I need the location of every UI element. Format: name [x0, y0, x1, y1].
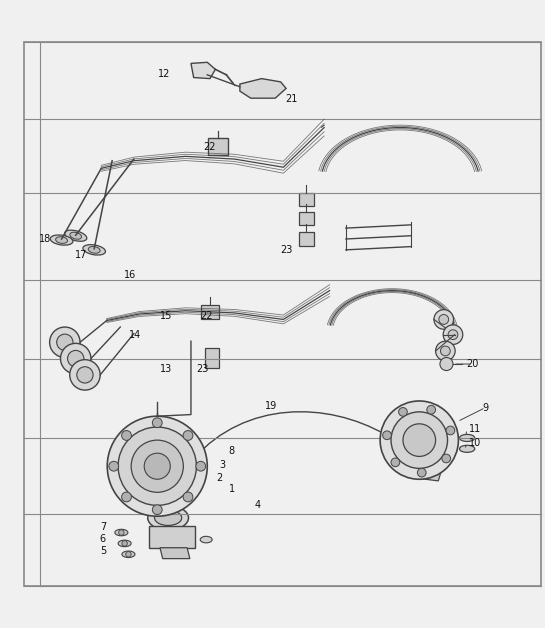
- Text: 3: 3: [220, 460, 226, 470]
- Circle shape: [144, 453, 170, 479]
- Polygon shape: [408, 468, 441, 481]
- Circle shape: [60, 344, 91, 374]
- Circle shape: [126, 551, 131, 557]
- Circle shape: [153, 418, 162, 428]
- Text: 14: 14: [129, 330, 142, 340]
- Circle shape: [398, 408, 407, 416]
- Text: 22: 22: [200, 311, 213, 321]
- Circle shape: [383, 431, 391, 440]
- Circle shape: [446, 426, 455, 435]
- Circle shape: [107, 416, 207, 516]
- Ellipse shape: [200, 536, 212, 543]
- Circle shape: [435, 341, 455, 360]
- Text: 22: 22: [204, 141, 216, 151]
- Text: 4: 4: [254, 501, 261, 511]
- Text: 2: 2: [216, 473, 222, 483]
- Ellipse shape: [70, 232, 82, 239]
- Circle shape: [122, 541, 128, 546]
- Circle shape: [183, 431, 193, 440]
- Circle shape: [440, 346, 450, 356]
- Circle shape: [122, 431, 131, 440]
- Circle shape: [118, 427, 196, 506]
- Text: 12: 12: [158, 68, 170, 78]
- Ellipse shape: [50, 235, 73, 245]
- Circle shape: [50, 327, 80, 357]
- Circle shape: [439, 315, 449, 324]
- Text: 11: 11: [469, 425, 481, 434]
- Text: 20: 20: [467, 359, 479, 369]
- Ellipse shape: [459, 435, 475, 441]
- Ellipse shape: [118, 540, 131, 546]
- Text: 6: 6: [100, 534, 106, 544]
- Circle shape: [122, 492, 131, 502]
- Ellipse shape: [122, 551, 135, 558]
- Text: 16: 16: [124, 270, 136, 280]
- Text: 23: 23: [280, 245, 292, 255]
- Text: 18: 18: [39, 234, 51, 244]
- Circle shape: [448, 330, 458, 340]
- Circle shape: [403, 424, 435, 457]
- Text: 15: 15: [160, 311, 173, 321]
- Text: 13: 13: [160, 364, 173, 374]
- Polygon shape: [191, 62, 215, 78]
- Text: 1: 1: [229, 484, 235, 494]
- Text: 7: 7: [100, 522, 106, 532]
- Bar: [149, 526, 195, 548]
- Circle shape: [77, 367, 93, 383]
- Circle shape: [183, 492, 193, 502]
- Bar: [204, 348, 219, 369]
- Polygon shape: [240, 78, 286, 98]
- Ellipse shape: [65, 230, 87, 241]
- Text: 17: 17: [75, 251, 87, 260]
- Circle shape: [391, 458, 399, 467]
- Text: 21: 21: [286, 94, 298, 104]
- Circle shape: [443, 325, 463, 344]
- Bar: [201, 305, 219, 319]
- Circle shape: [153, 505, 162, 514]
- Ellipse shape: [148, 506, 189, 530]
- Bar: [299, 232, 314, 246]
- Polygon shape: [144, 424, 187, 440]
- Ellipse shape: [459, 445, 475, 452]
- Ellipse shape: [88, 246, 100, 253]
- Circle shape: [131, 440, 183, 492]
- Circle shape: [57, 334, 73, 350]
- Circle shape: [417, 468, 426, 477]
- Text: 9: 9: [482, 403, 489, 413]
- Circle shape: [109, 462, 119, 471]
- Circle shape: [427, 406, 435, 414]
- Bar: [299, 212, 314, 225]
- Text: 19: 19: [265, 401, 277, 411]
- Text: 23: 23: [197, 364, 209, 374]
- Text: 5: 5: [100, 546, 106, 556]
- Circle shape: [68, 350, 84, 367]
- Ellipse shape: [155, 510, 181, 526]
- Circle shape: [70, 360, 100, 390]
- Circle shape: [196, 462, 205, 471]
- Circle shape: [440, 357, 453, 371]
- Bar: [208, 138, 228, 154]
- Circle shape: [442, 454, 451, 463]
- Circle shape: [391, 412, 447, 468]
- Text: 10: 10: [469, 438, 481, 448]
- Circle shape: [380, 401, 458, 479]
- Bar: [299, 193, 314, 207]
- Polygon shape: [160, 548, 190, 559]
- Text: 8: 8: [229, 446, 235, 456]
- Circle shape: [119, 530, 124, 535]
- Circle shape: [434, 310, 453, 329]
- Ellipse shape: [56, 237, 68, 244]
- Ellipse shape: [115, 529, 128, 536]
- Ellipse shape: [83, 245, 106, 255]
